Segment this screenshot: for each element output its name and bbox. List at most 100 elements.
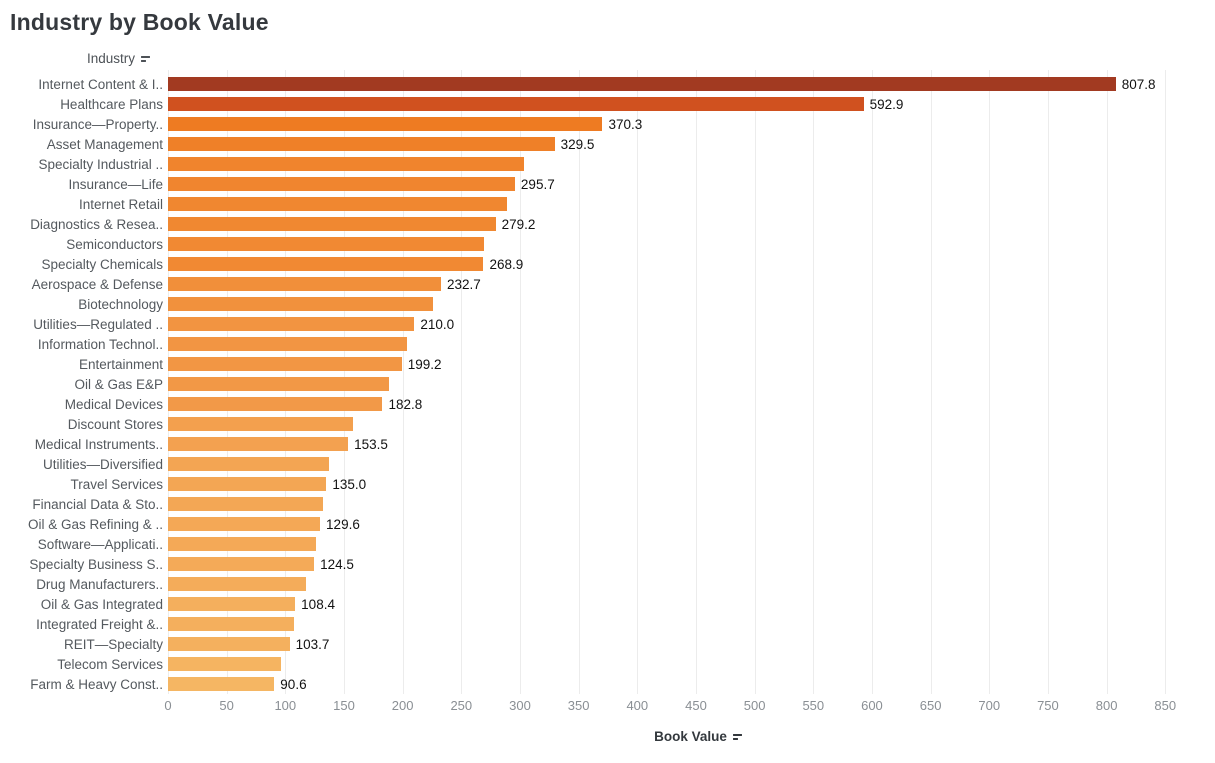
bar[interactable] — [168, 257, 484, 271]
plot-cell: 592.9 — [163, 97, 1215, 112]
gridline — [1165, 70, 1167, 694]
category-label[interactable]: Software—Applicati.. — [37, 536, 163, 552]
industry-column-header[interactable]: Industry — [0, 51, 150, 66]
value-label: 199.2 — [407, 356, 442, 372]
category-label[interactable]: Asset Management — [46, 136, 163, 152]
bar[interactable] — [168, 597, 296, 611]
bar-row: Internet Content & I.. 807.8 — [0, 74, 1215, 94]
bar[interactable] — [168, 97, 864, 111]
x-axis: 0 50 100 150 200 250 300 350 400 450 500 550 600 650 7… — [0, 698, 1215, 714]
plot-cell — [163, 617, 1215, 631]
category-label[interactable]: Internet Content & I.. — [38, 76, 163, 92]
category-label[interactable]: Specialty Business S.. — [29, 556, 163, 572]
category-label[interactable]: Discount Stores — [67, 416, 163, 432]
bar[interactable] — [168, 117, 603, 131]
x-axis-tick-label: 450 — [685, 698, 707, 713]
category-label[interactable]: Farm & Heavy Const.. — [30, 676, 163, 692]
bar[interactable] — [168, 237, 485, 251]
value-label: 232.7 — [447, 276, 481, 292]
category-label[interactable]: Aerospace & Defense — [31, 276, 163, 292]
plot-cell — [163, 237, 1215, 251]
bar[interactable] — [168, 457, 329, 471]
category-label[interactable]: Internet Retail — [78, 196, 163, 212]
bar[interactable] — [168, 657, 281, 671]
category-label[interactable]: Oil & Gas Refining & .. — [27, 516, 163, 532]
bar[interactable] — [168, 137, 555, 151]
category-label[interactable]: Drug Manufacturers.. — [36, 576, 163, 592]
gridline — [637, 70, 639, 694]
value-label: 135.0 — [332, 476, 367, 492]
bar[interactable] — [168, 397, 383, 411]
bar-row: Entertainment 199.2 — [0, 354, 1215, 374]
bar[interactable] — [168, 337, 408, 351]
value-label: 108.4 — [301, 596, 335, 612]
bar[interactable] — [168, 357, 402, 371]
plot-cell — [163, 497, 1215, 511]
plot-cell — [163, 297, 1215, 311]
value-label: 210.0 — [420, 316, 455, 332]
sort-descending-icon — [732, 733, 742, 740]
bar[interactable] — [168, 617, 295, 631]
bar[interactable] — [168, 477, 327, 491]
bar[interactable] — [168, 637, 290, 651]
category-label[interactable]: Medical Devices — [64, 396, 163, 412]
bar[interactable] — [168, 437, 349, 451]
bar-row: Medical Instruments.. 153.5 — [0, 434, 1215, 454]
gridline — [578, 70, 580, 694]
category-label[interactable]: Information Technol.. — [37, 336, 163, 352]
value-label: 103.7 — [295, 636, 330, 652]
plot-cell — [163, 577, 1215, 591]
bar[interactable] — [168, 377, 389, 391]
bar[interactable] — [168, 417, 354, 431]
category-label[interactable]: REIT—Specialty — [63, 636, 163, 652]
bar[interactable] — [168, 577, 307, 591]
category-label[interactable]: Specialty Industrial .. — [38, 156, 163, 172]
bar[interactable] — [168, 317, 415, 331]
chart-title: Industry by Book Value — [10, 9, 269, 35]
bar-row: Specialty Business S.. 124.5 — [0, 554, 1215, 574]
bar-row: Oil & Gas Refining & .. 129.6 — [0, 514, 1215, 534]
x-axis-title[interactable]: Book Value — [598, 729, 798, 744]
plot-cell: 129.6 — [163, 517, 1215, 532]
category-label[interactable]: Biotechnology — [78, 296, 163, 312]
gridline — [519, 70, 521, 694]
category-label[interactable]: Integrated Freight &.. — [36, 616, 163, 632]
category-label[interactable]: Insurance—Life — [68, 176, 163, 192]
plot-cell: 807.8 — [163, 77, 1215, 92]
plot-cell: 90.6 — [163, 677, 1215, 692]
category-label[interactable]: Utilities—Diversified — [42, 456, 163, 472]
x-axis-tick-label: 500 — [743, 698, 766, 713]
category-label[interactable]: Travel Services — [70, 476, 163, 492]
category-label[interactable]: Specialty Chemicals — [41, 256, 163, 272]
bar[interactable] — [168, 77, 1116, 91]
category-label[interactable]: Telecom Services — [57, 656, 163, 672]
x-axis-tick-label: 250 — [450, 698, 473, 713]
category-label[interactable]: Financial Data & Sto.. — [32, 496, 163, 512]
x-axis-tick-label: 350 — [567, 698, 590, 713]
bar-row: Financial Data & Sto.. — [0, 494, 1215, 514]
plot-cell — [163, 197, 1215, 211]
bar[interactable] — [168, 497, 323, 511]
category-label[interactable]: Utilities—Regulated .. — [33, 316, 163, 332]
bar[interactable] — [168, 557, 315, 571]
category-label[interactable]: Healthcare Plans — [60, 96, 163, 112]
category-label[interactable]: Oil & Gas E&P — [74, 376, 163, 392]
bar[interactable] — [168, 277, 442, 291]
category-label[interactable]: Semiconductors — [66, 236, 163, 252]
bar[interactable] — [168, 157, 524, 171]
bar[interactable] — [168, 217, 496, 231]
x-axis-tick-label: 50 — [219, 698, 234, 713]
bar[interactable] — [168, 677, 275, 691]
category-label[interactable]: Oil & Gas Integrated — [40, 596, 163, 612]
category-label[interactable]: Insurance—Property.. — [32, 116, 163, 132]
plot-cell: 153.5 — [163, 437, 1215, 452]
bar[interactable] — [168, 177, 515, 191]
category-label[interactable]: Diagnostics & Resea.. — [30, 216, 163, 232]
bar[interactable] — [168, 537, 317, 551]
category-label[interactable]: Medical Instruments.. — [34, 436, 163, 452]
category-label[interactable]: Entertainment — [78, 356, 163, 372]
bar[interactable] — [168, 197, 508, 211]
bar[interactable] — [168, 517, 321, 531]
bar[interactable] — [168, 297, 434, 311]
value-label: 295.7 — [520, 176, 555, 192]
